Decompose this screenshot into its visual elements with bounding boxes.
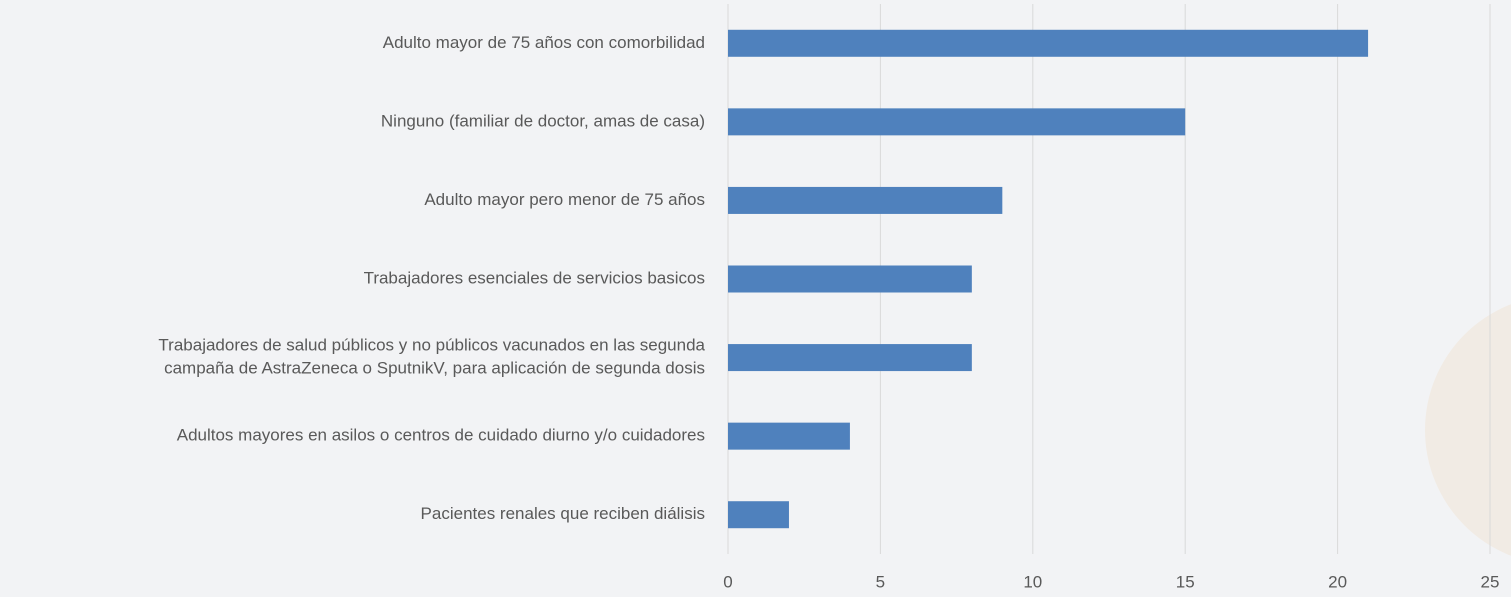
bar: [728, 29, 1369, 57]
bar: [728, 501, 789, 529]
y-tick-label: Trabajadores esenciales de servicios bas…: [364, 268, 705, 287]
x-tick-label: 15: [1176, 572, 1195, 591]
y-tick-label: campaña de AstraZeneca o SputnikV, para …: [164, 359, 705, 378]
y-tick-label: Ninguno (familiar de doctor, amas de cas…: [381, 111, 705, 130]
y-tick-label: Adulto mayor pero menor de 75 años: [424, 190, 705, 209]
bar: [728, 344, 972, 372]
x-tick-label: 0: [723, 572, 732, 591]
x-tick-label: 10: [1023, 572, 1042, 591]
decoration: [1425, 304, 1511, 556]
bar: [728, 422, 850, 450]
y-tick-label: Adulto mayor de 75 años con comorbilidad: [383, 33, 705, 52]
y-tick-label: Trabajadores de salud públicos y no públ…: [158, 336, 705, 355]
x-tick-label: 25: [1481, 572, 1500, 591]
x-tick-label: 5: [876, 572, 885, 591]
bar: [728, 108, 1186, 136]
x-tick-label: 20: [1328, 572, 1347, 591]
y-tick-label: Adultos mayores en asilos o centros de c…: [177, 426, 705, 445]
bar: [728, 265, 972, 293]
bar: [728, 186, 1003, 214]
y-tick-label: Pacientes renales que reciben diálisis: [421, 504, 705, 523]
